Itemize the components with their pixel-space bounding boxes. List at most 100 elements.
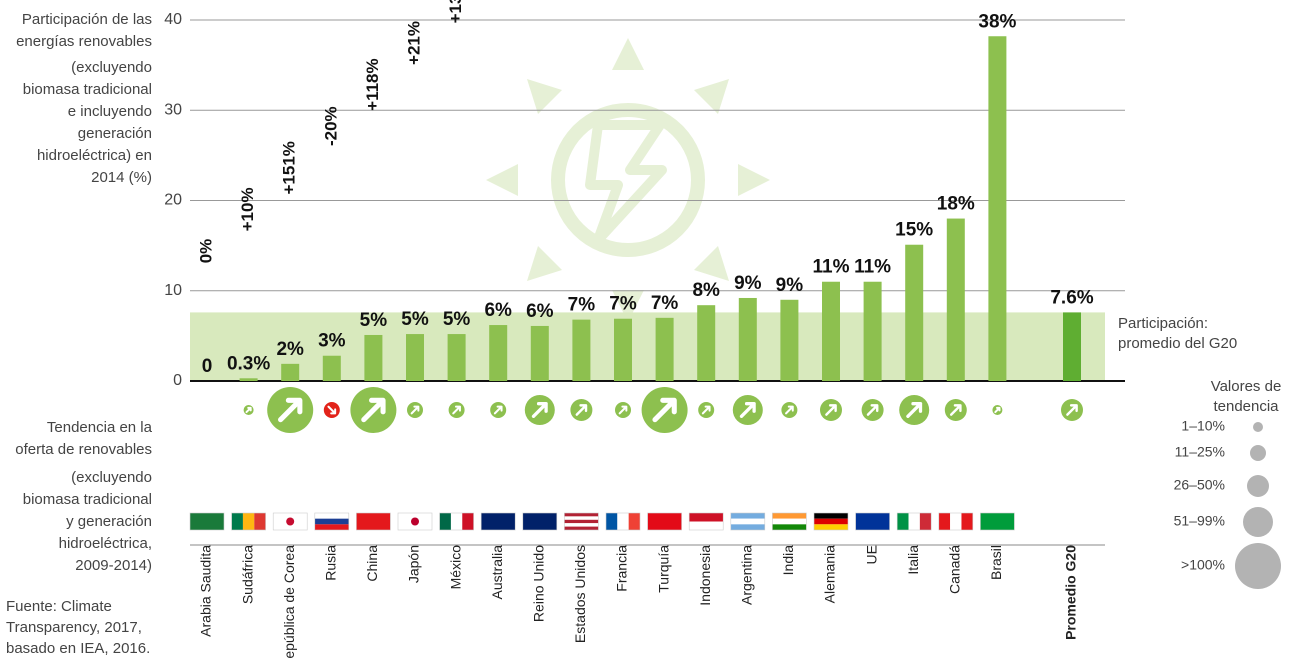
flag bbox=[897, 513, 931, 530]
legend-circle bbox=[1247, 475, 1269, 497]
trend-label: -20% bbox=[321, 106, 340, 146]
bar bbox=[739, 298, 757, 381]
trend-subtitle: 2009-2014) bbox=[75, 557, 152, 574]
bar bbox=[780, 300, 798, 381]
value-label: 15% bbox=[895, 220, 933, 241]
flag-stripe bbox=[731, 524, 765, 530]
flag-stripe bbox=[909, 513, 920, 530]
flag-stripe bbox=[451, 513, 462, 530]
flag-stripe bbox=[772, 513, 806, 519]
x-tick-label: Arabia Saudita bbox=[198, 545, 214, 637]
flag-stripe bbox=[731, 519, 765, 525]
chart: Participación de lasenergías renovables(… bbox=[0, 0, 1290, 659]
x-tick-label: Reino Unido bbox=[531, 545, 547, 622]
flag-stripe bbox=[232, 513, 243, 530]
bar bbox=[489, 325, 507, 381]
flag-stripe bbox=[243, 513, 254, 530]
flag-stripe bbox=[190, 513, 224, 530]
flag-stripe bbox=[564, 516, 598, 519]
flag-stripe bbox=[462, 513, 473, 530]
flag bbox=[648, 513, 682, 530]
trend-label: +21% bbox=[404, 21, 423, 65]
x-tick-label: Estados Unidos bbox=[572, 545, 588, 643]
flag-emblem bbox=[286, 518, 294, 526]
flag bbox=[315, 513, 349, 530]
source: Transparency, 2017, bbox=[6, 619, 142, 636]
x-tick-label: México bbox=[447, 545, 463, 590]
x-tick-label: Rusia bbox=[323, 545, 339, 581]
average-label: promedio del G20 bbox=[1118, 335, 1237, 352]
flag bbox=[980, 513, 1014, 530]
trend-label: +151% bbox=[280, 141, 299, 194]
y-tick-label: 10 bbox=[164, 282, 182, 299]
bar bbox=[364, 335, 382, 381]
title: Valores de bbox=[1211, 378, 1282, 395]
flag-stripe bbox=[772, 519, 806, 525]
flag-stripe bbox=[564, 520, 598, 523]
flag-stripe bbox=[523, 513, 557, 530]
flag bbox=[731, 513, 765, 530]
bar bbox=[905, 245, 923, 381]
legend-label: 1–10% bbox=[1181, 418, 1225, 434]
y-subtitle: generación bbox=[78, 125, 152, 142]
bar bbox=[697, 305, 715, 381]
value-label: 11% bbox=[813, 257, 850, 278]
value-label: 0 bbox=[202, 356, 213, 377]
bar bbox=[656, 318, 674, 381]
value-label: 11% bbox=[854, 257, 891, 278]
flag bbox=[939, 513, 973, 530]
y-subtitle: e incluyendo bbox=[68, 103, 152, 120]
trend-subtitle: (excluyendo bbox=[71, 469, 152, 486]
x-tick-label: Japón bbox=[406, 545, 422, 583]
flag bbox=[398, 513, 432, 530]
trend-title: Tendencia en la bbox=[47, 419, 153, 436]
source: Fuente: Climate bbox=[6, 598, 112, 615]
flag bbox=[523, 513, 557, 530]
legend-circle bbox=[1235, 543, 1281, 589]
value-label: 7.6% bbox=[1050, 287, 1093, 308]
value-label: 5% bbox=[360, 310, 388, 331]
legend-label: 51–99% bbox=[1174, 513, 1225, 529]
legend-label: >100% bbox=[1181, 557, 1225, 573]
value-label: 6% bbox=[526, 301, 554, 322]
flag-stripe bbox=[617, 513, 628, 530]
bar bbox=[572, 320, 590, 381]
y-tick-label: 30 bbox=[164, 101, 182, 118]
value-label: 9% bbox=[776, 275, 804, 296]
value-label: 5% bbox=[401, 309, 429, 330]
y-subtitle: 2014 (%) bbox=[91, 169, 152, 186]
value-label: 18% bbox=[937, 194, 975, 215]
value-label: 2% bbox=[276, 339, 304, 360]
bar bbox=[822, 282, 840, 381]
bar bbox=[323, 356, 341, 381]
flag bbox=[564, 513, 598, 530]
x-tick-label: India bbox=[780, 545, 796, 576]
sun-decoration bbox=[486, 38, 770, 322]
flag-stripe bbox=[689, 522, 723, 531]
flag-stripe bbox=[629, 513, 640, 530]
x-tick-label: Argentina bbox=[739, 545, 755, 605]
x-tick-label: Canadá bbox=[947, 545, 963, 594]
flag-stripe bbox=[961, 513, 972, 530]
x-tick-label: Brasil bbox=[988, 545, 1004, 580]
value-label: 7% bbox=[609, 294, 637, 315]
x-tick-label: Sudáfrica bbox=[239, 545, 255, 604]
value-label: 7% bbox=[568, 295, 596, 316]
flag-stripe bbox=[564, 527, 598, 530]
trend-subtitle: y generación bbox=[66, 513, 152, 530]
flag bbox=[606, 513, 640, 530]
trend-label: 0% bbox=[196, 239, 215, 264]
y-tick-label: 0 bbox=[173, 372, 182, 389]
x-tick-label: Turquía bbox=[655, 545, 671, 593]
flag bbox=[190, 513, 224, 530]
flag-stripe bbox=[814, 524, 848, 530]
bar bbox=[531, 326, 549, 381]
flag bbox=[481, 513, 515, 530]
value-label: 38% bbox=[978, 11, 1016, 32]
flag-stripe bbox=[315, 513, 349, 519]
x-tick-label: China bbox=[364, 545, 380, 582]
flag bbox=[440, 513, 474, 530]
source: basado en IEA, 2016. bbox=[6, 640, 150, 657]
value-label: 6% bbox=[484, 300, 512, 321]
flag-stripe bbox=[564, 513, 598, 516]
